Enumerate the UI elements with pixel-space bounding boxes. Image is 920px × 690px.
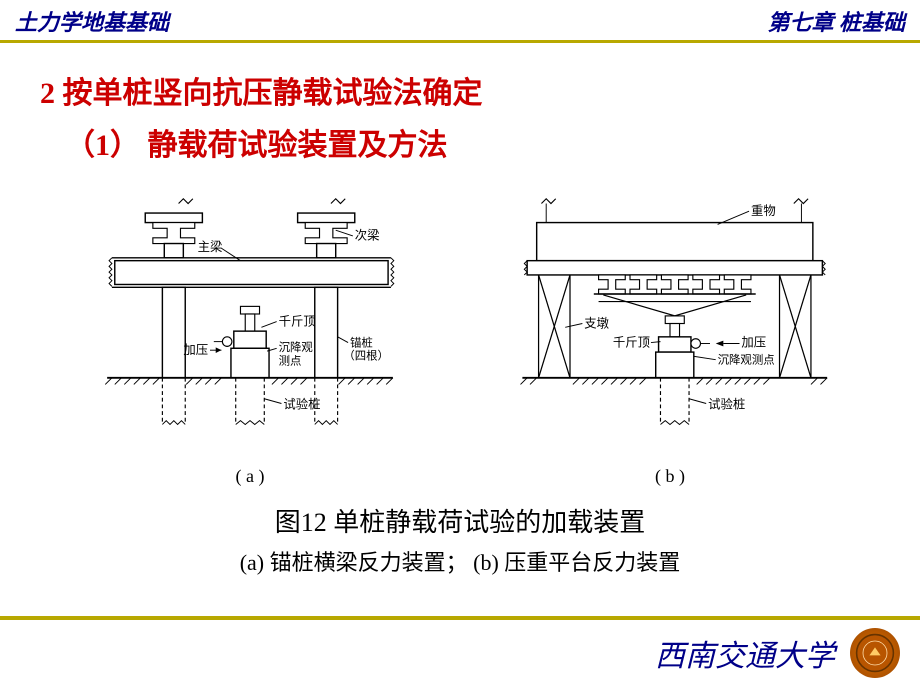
label-anchor-1: 锚桩: [350, 335, 373, 349]
diagram-a-svg: 主梁 次梁 千斤顶 加压: [50, 194, 450, 461]
label-pressure-b: 加压: [741, 335, 766, 349]
diagram-b-svg: 重物: [470, 194, 870, 461]
section-subtitle: （1） 静载荷试验装置及方法: [65, 120, 880, 164]
section-title: 2 按单桩竖向抗压静载试验法确定: [40, 68, 880, 112]
label-main-beam: 主梁: [198, 239, 223, 254]
page-header: 土力学地基基础 第七章 桩基础: [0, 0, 920, 43]
label-anchor-2: （四根）: [343, 349, 389, 363]
label-support: 支墩: [584, 316, 609, 330]
header-right-chapter: 第七章 桩基础: [767, 5, 905, 37]
figure-caption-sub: (a) 锚桩横梁反力装置； (b) 压重平台反力装置: [40, 545, 880, 577]
label-weight: 重物: [751, 204, 776, 218]
label-pressure-a: 加压: [183, 343, 208, 357]
diagram-b: 重物: [470, 194, 870, 487]
footer-university: 西南交通大学: [655, 631, 835, 675]
diagram-area: 主梁 次梁 千斤顶 加压: [40, 184, 880, 487]
diagram-a: 主梁 次梁 千斤顶 加压: [50, 194, 450, 487]
diagram-b-label: ( b ): [655, 466, 685, 487]
header-left-title: 土力学地基基础: [15, 5, 169, 37]
label-test-pile-b: 试验桩: [708, 396, 745, 411]
label-settlement-a-1: 沉降观: [279, 340, 314, 354]
caption-block: 图12 单桩静载荷试验的加载装置 (a) 锚桩横梁反力装置； (b) 压重平台反…: [40, 502, 880, 577]
figure-caption-title: 图12 单桩静载荷试验的加载装置: [40, 502, 880, 539]
page-footer: 西南交通大学: [0, 616, 920, 690]
label-jack-b: 千斤顶: [613, 335, 650, 349]
content-area: 2 按单桩竖向抗压静载试验法确定 （1） 静载荷试验装置及方法: [0, 43, 920, 587]
label-jack-a: 千斤顶: [279, 314, 316, 328]
label-test-pile-a: 试验桩: [283, 396, 320, 411]
university-logo-icon: [850, 628, 900, 678]
label-secondary-beam: 次梁: [355, 228, 380, 243]
label-settlement-b: 沉降观测点: [718, 353, 775, 367]
label-settlement-a-2: 测点: [279, 354, 302, 367]
diagram-a-label: ( a ): [236, 466, 265, 487]
